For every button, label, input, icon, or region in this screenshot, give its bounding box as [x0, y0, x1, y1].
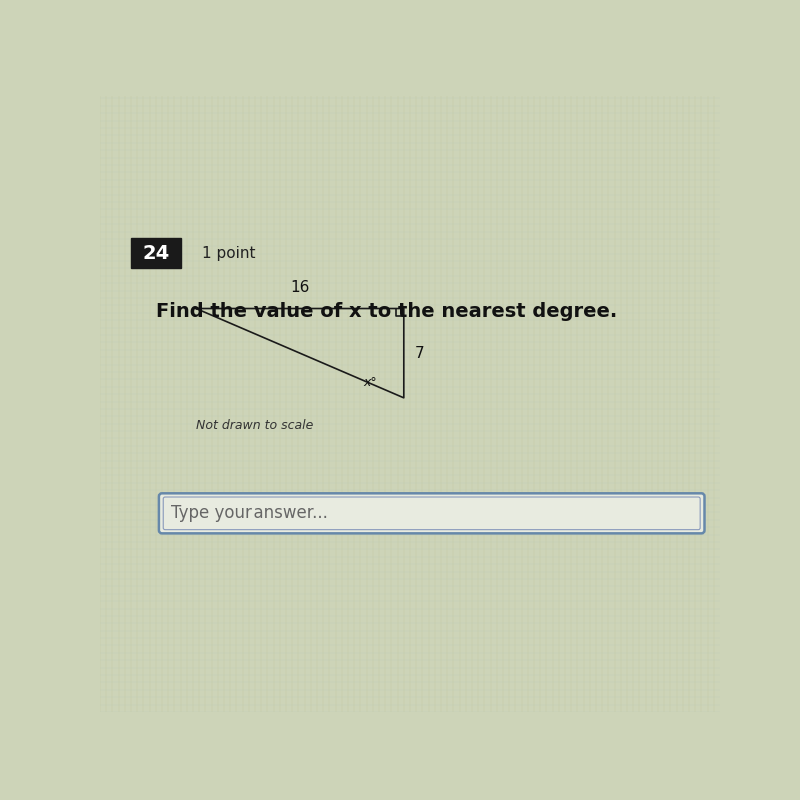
Text: Type your answer...: Type your answer... [171, 504, 328, 522]
Text: 24: 24 [142, 243, 170, 262]
Text: Not drawn to scale: Not drawn to scale [196, 419, 314, 432]
Text: 16: 16 [290, 280, 310, 295]
Text: 1 point: 1 point [202, 246, 256, 261]
Text: 7: 7 [415, 346, 425, 361]
Text: x°: x° [363, 376, 377, 389]
Text: Find the value of x to the nearest degree.: Find the value of x to the nearest degre… [156, 302, 617, 321]
FancyBboxPatch shape [131, 238, 181, 269]
FancyBboxPatch shape [159, 494, 705, 534]
